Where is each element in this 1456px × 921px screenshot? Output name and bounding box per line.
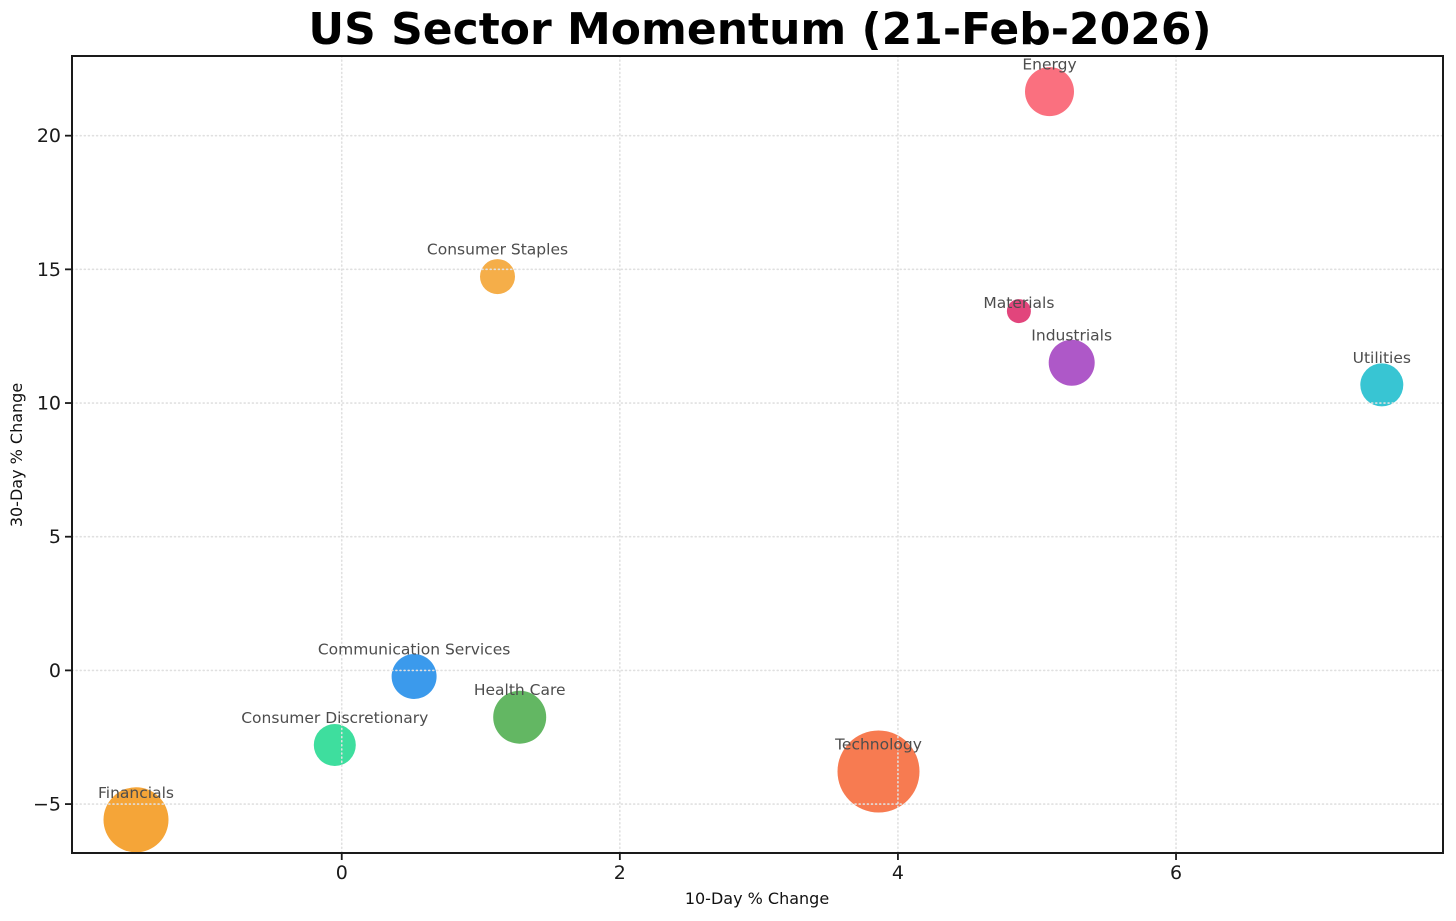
x-tick-label: 6: [1170, 862, 1182, 884]
bubble-financials: [103, 787, 169, 853]
bubble-label-consumer-staples: Consumer Staples: [427, 241, 568, 259]
bubble-industrials: [1048, 339, 1095, 386]
y-tick-label: 5: [49, 526, 61, 548]
bubbles-layer: [103, 67, 1404, 853]
bubble-label-consumer-discretionary: Consumer Discretionary: [241, 709, 428, 727]
chart-title: US Sector Momentum (21-Feb-2026): [308, 4, 1211, 55]
bubble-label-health-care: Health Care: [474, 681, 566, 699]
bubble-utilities: [1360, 363, 1404, 407]
bubble-communication-services: [391, 654, 437, 699]
y-tick-label: −5: [33, 794, 61, 816]
bubble-label-energy: Energy: [1022, 56, 1076, 74]
bubble-label-technology: Technology: [834, 736, 922, 754]
axes-layer: 0 2 4 6 −5 0 5 10 15 20: [33, 55, 1444, 884]
x-tick-label: 0: [336, 862, 348, 884]
bubble-label-communication-services: Communication Services: [318, 641, 510, 659]
bubble-consumer-discretionary: [313, 724, 356, 766]
point-labels-layer: Energy Consumer Staples Materials Industria…: [98, 56, 1411, 802]
bubble-health-care: [493, 690, 547, 744]
bubble-energy: [1025, 67, 1074, 117]
y-tick-label: 10: [37, 393, 61, 415]
plot-border: [71, 55, 1444, 854]
x-tick-label: 4: [892, 862, 904, 884]
bubble-technology: [837, 730, 920, 813]
bubble-label-materials: Materials: [983, 294, 1054, 312]
y-axis-label: 30-Day % Change: [7, 383, 26, 527]
bubble-label-financials: Financials: [98, 784, 174, 802]
y-tick-label: 0: [49, 660, 61, 682]
x-tick-label: 2: [614, 862, 626, 884]
bubble-label-utilities: Utilities: [1353, 349, 1411, 367]
y-tick-label: 15: [37, 259, 61, 281]
y-tick-label: 20: [37, 125, 61, 147]
bubble-label-industrials: Industrials: [1031, 327, 1112, 345]
grid-layer: [71, 55, 1444, 854]
bubble-materials: [1006, 299, 1031, 324]
bubble-consumer-staples: [480, 259, 515, 295]
x-axis-label: 10-Day % Change: [685, 889, 829, 908]
